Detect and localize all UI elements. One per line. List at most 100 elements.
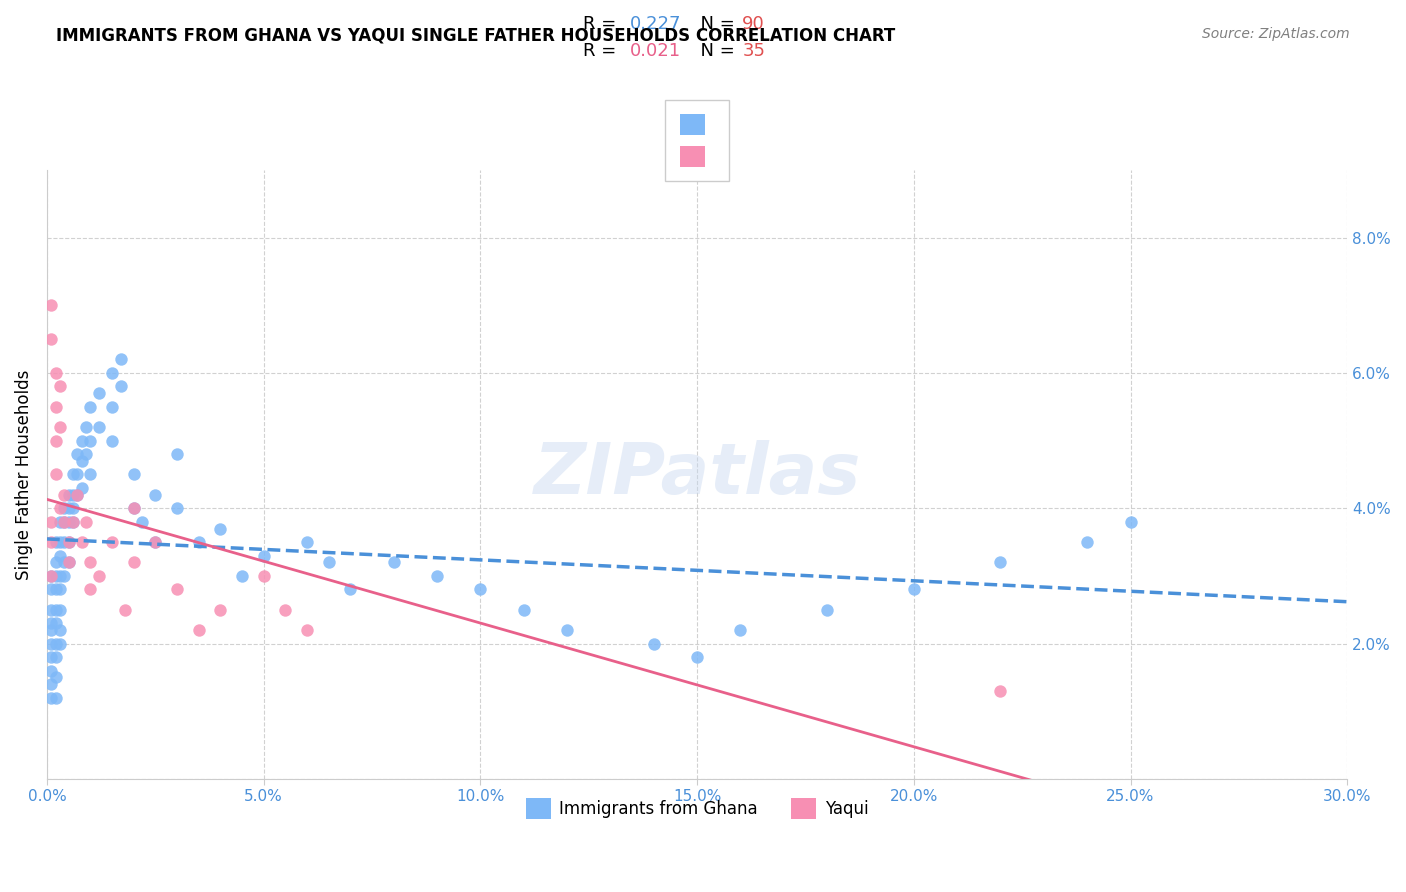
Point xyxy=(49,501,72,516)
Point xyxy=(252,569,274,583)
Point xyxy=(990,555,1012,569)
Point xyxy=(79,467,101,482)
Point xyxy=(131,515,153,529)
Text: Source: ZipAtlas.com: Source: ZipAtlas.com xyxy=(1202,27,1350,41)
Point xyxy=(87,386,110,401)
Point xyxy=(382,555,405,569)
Point xyxy=(79,400,101,414)
Point xyxy=(49,535,72,549)
Text: N =: N = xyxy=(689,42,741,60)
Point xyxy=(45,535,67,549)
Point xyxy=(122,501,145,516)
Point xyxy=(686,650,709,665)
Point xyxy=(110,379,132,393)
Point xyxy=(39,650,62,665)
Point xyxy=(75,515,97,529)
Text: 90: 90 xyxy=(742,14,765,32)
Point xyxy=(53,515,76,529)
Text: 35: 35 xyxy=(742,42,765,60)
Point xyxy=(58,555,80,569)
Point xyxy=(49,637,72,651)
Point xyxy=(39,332,62,346)
Point xyxy=(101,400,124,414)
Point xyxy=(66,467,89,482)
Point xyxy=(58,488,80,502)
Point xyxy=(49,569,72,583)
Point xyxy=(49,603,72,617)
Point xyxy=(101,535,124,549)
Point xyxy=(58,555,80,569)
Point xyxy=(295,623,318,637)
Point xyxy=(295,535,318,549)
Point xyxy=(49,623,72,637)
Point xyxy=(39,298,62,312)
Point xyxy=(209,603,232,617)
Point xyxy=(122,501,145,516)
Point xyxy=(555,623,578,637)
Legend: Immigrants from Ghana, Yaqui: Immigrants from Ghana, Yaqui xyxy=(519,792,875,825)
Point xyxy=(1119,515,1142,529)
Point xyxy=(815,603,838,617)
Point xyxy=(45,467,67,482)
Text: N =: N = xyxy=(689,14,741,32)
Point xyxy=(426,569,449,583)
Point xyxy=(318,555,340,569)
Point xyxy=(252,549,274,563)
Point xyxy=(166,582,188,597)
Point xyxy=(39,664,62,678)
Point xyxy=(79,555,101,569)
Point xyxy=(87,420,110,434)
Point xyxy=(470,582,492,597)
Point xyxy=(209,522,232,536)
Point xyxy=(45,400,67,414)
Point xyxy=(75,447,97,461)
Point xyxy=(39,690,62,705)
Point xyxy=(45,555,67,569)
Point xyxy=(114,603,136,617)
Point xyxy=(58,515,80,529)
Point xyxy=(49,549,72,563)
Point xyxy=(45,582,67,597)
Point xyxy=(274,603,297,617)
Point xyxy=(39,569,62,583)
Point xyxy=(53,555,76,569)
Text: IMMIGRANTS FROM GHANA VS YAQUI SINGLE FATHER HOUSEHOLDS CORRELATION CHART: IMMIGRANTS FROM GHANA VS YAQUI SINGLE FA… xyxy=(56,27,896,45)
Point xyxy=(70,481,93,495)
Point xyxy=(49,582,72,597)
Point xyxy=(45,670,67,684)
Point xyxy=(70,454,93,468)
Point xyxy=(339,582,361,597)
Point xyxy=(66,447,89,461)
Point xyxy=(58,501,80,516)
Point xyxy=(53,569,76,583)
Text: 0.227: 0.227 xyxy=(630,14,682,32)
Point xyxy=(66,488,89,502)
Point xyxy=(39,616,62,631)
Point xyxy=(53,488,76,502)
Y-axis label: Single Father Households: Single Father Households xyxy=(15,369,32,580)
Point xyxy=(990,684,1012,698)
Point xyxy=(79,582,101,597)
Text: R =: R = xyxy=(583,14,623,32)
Point xyxy=(101,366,124,380)
Point xyxy=(62,515,84,529)
Point xyxy=(45,690,67,705)
Point xyxy=(143,488,166,502)
Point xyxy=(49,420,72,434)
Point xyxy=(110,352,132,367)
Point xyxy=(730,623,752,637)
Point xyxy=(166,447,188,461)
Point xyxy=(39,535,62,549)
Point xyxy=(643,637,665,651)
Point xyxy=(1076,535,1098,549)
Point xyxy=(143,535,166,549)
Point xyxy=(166,501,188,516)
Point xyxy=(70,434,93,448)
Point xyxy=(45,366,67,380)
Text: 0.021: 0.021 xyxy=(630,42,681,60)
Point xyxy=(79,434,101,448)
Point xyxy=(39,603,62,617)
Point xyxy=(143,535,166,549)
Point xyxy=(53,535,76,549)
Point xyxy=(122,555,145,569)
